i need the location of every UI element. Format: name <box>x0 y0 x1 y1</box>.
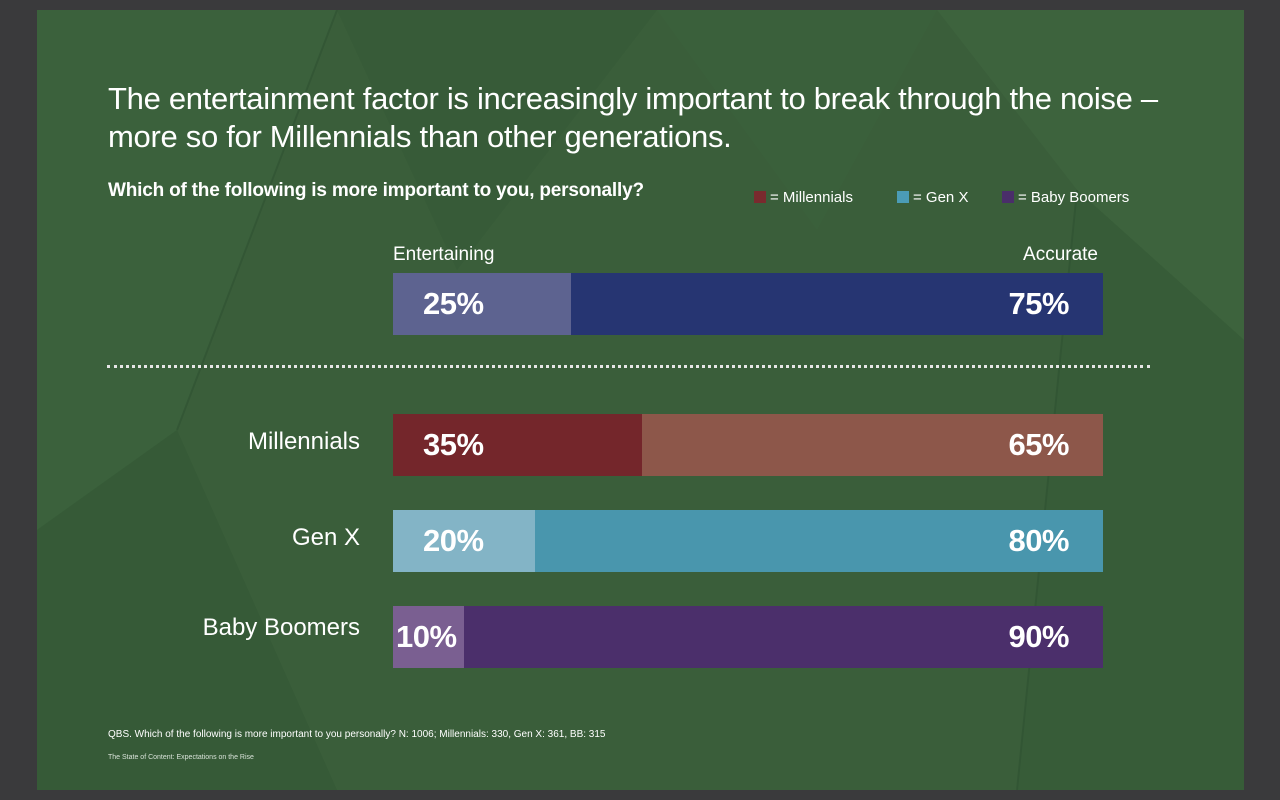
bar-segment-entertaining <box>393 414 642 476</box>
data-label-accurate: 65% <box>1008 427 1069 462</box>
data-label-accurate: 90% <box>1008 619 1069 654</box>
data-label-entertaining: 25% <box>423 286 484 321</box>
bar-segment-accurate <box>570 273 1103 335</box>
legend-label-baby-boomers: = Baby Boomers <box>1018 188 1130 206</box>
data-label-entertaining: 35% <box>423 427 484 462</box>
bar-segment-entertaining <box>393 273 571 335</box>
bar-row-baby-boomers: 10% 90% <box>393 606 1103 668</box>
source-note: The State of Content: Expectations on th… <box>108 754 254 761</box>
category-label: Gen X <box>291 524 360 551</box>
bar-row-gen-x: 20% 80% <box>393 510 1103 572</box>
category-label: Baby Boomers <box>202 614 360 641</box>
legend-item-millennials: = Millennials <box>754 188 853 206</box>
bar-row-overall: 25% 75% <box>393 273 1103 335</box>
slide: The entertainment factor is increasingly… <box>37 10 1244 790</box>
question-text: Which of the following is more important… <box>108 180 644 201</box>
bar-row-millennials: 35% 65% <box>393 414 1103 476</box>
column-header-accurate: Accurate <box>1023 244 1098 265</box>
legend-item-baby-boomers: = Baby Boomers <box>1002 188 1129 206</box>
legend-label-genx: = Gen X <box>913 188 969 206</box>
legend-swatch-genx <box>897 191 909 203</box>
legend-swatch-baby-boomers <box>1002 191 1014 203</box>
footnote: QBS. Which of the following is more impo… <box>108 729 606 740</box>
bar-segment-accurate <box>641 414 1103 476</box>
bar-segment-accurate <box>535 510 1103 572</box>
slide-title: The entertainment factor is increasingly… <box>108 81 1158 154</box>
data-label-entertaining: 10% <box>396 619 457 654</box>
bar-segment-accurate <box>464 606 1103 668</box>
legend-label-millennials: = Millennials <box>770 188 853 206</box>
legend-item-genx: = Gen X <box>897 188 968 206</box>
data-label-accurate: 75% <box>1008 286 1069 321</box>
column-header-entertaining: Entertaining <box>393 244 495 265</box>
background-decoration <box>37 10 1244 790</box>
category-label: Millennials <box>247 428 360 455</box>
dotted-divider <box>107 365 1150 368</box>
bar-segment-entertaining <box>393 510 535 572</box>
data-label-entertaining: 20% <box>423 523 484 558</box>
legend-swatch-millennials <box>754 191 766 203</box>
data-label-accurate: 80% <box>1008 523 1069 558</box>
bar-segment-entertaining <box>393 606 464 668</box>
